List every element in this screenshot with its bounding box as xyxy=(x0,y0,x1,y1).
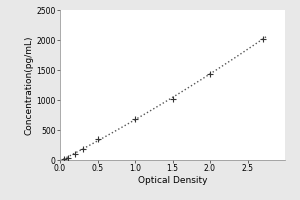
Point xyxy=(73,152,77,156)
X-axis label: Optical Density: Optical Density xyxy=(138,176,207,185)
Point xyxy=(133,118,137,121)
Point xyxy=(260,37,265,40)
Point xyxy=(208,73,212,76)
Point xyxy=(65,156,70,159)
Point xyxy=(80,147,85,150)
Point xyxy=(170,97,175,100)
Point xyxy=(95,137,100,141)
Point xyxy=(61,158,66,161)
Y-axis label: Concentration(pg/mL): Concentration(pg/mL) xyxy=(25,35,34,135)
